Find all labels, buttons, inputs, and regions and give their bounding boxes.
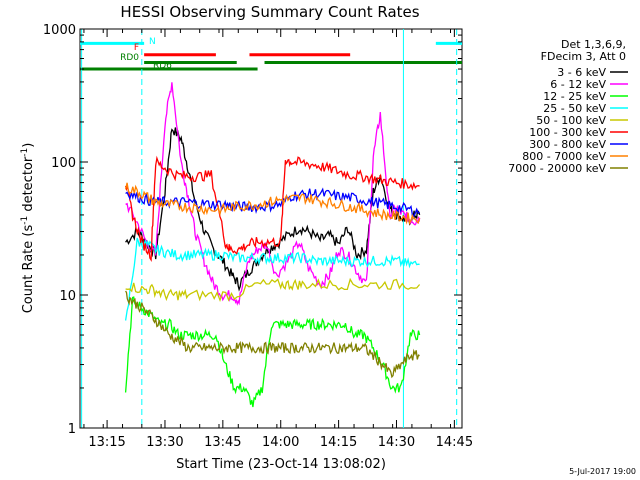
legend-label: 12 - 25 keV — [543, 90, 606, 103]
y-tick-label: 1000 — [43, 23, 76, 38]
y-axis: 1 10 100 1000 — [43, 23, 462, 437]
legend-label: 6 - 12 keV — [550, 78, 606, 91]
y-tick-label: 1 — [68, 422, 76, 437]
series-line — [124, 296, 421, 408]
x-axis-label: Start Time (23-Oct-14 13:08:02) — [176, 457, 386, 472]
legend-label: 300 - 800 keV — [529, 138, 606, 151]
chart-title: HESSI Observing Summary Count Rates — [120, 3, 419, 21]
series-line — [125, 277, 421, 302]
y-axis-label-main: Count Rate (s — [21, 225, 36, 314]
x-tick-label: 14:00 — [262, 435, 299, 450]
legend-label: 25 - 50 keV — [543, 102, 606, 115]
legend-label: 7000 - 20000 keV — [508, 162, 606, 175]
legend-label: 50 - 100 keV — [536, 114, 606, 127]
x-tick-label: 14:30 — [378, 435, 415, 450]
series-line — [125, 82, 421, 306]
series-line — [124, 155, 420, 263]
y-axis-label-end: ) — [21, 143, 36, 148]
y-tick-label: 100 — [51, 156, 76, 171]
series-lines — [124, 82, 421, 408]
series-line — [125, 290, 420, 379]
flag-label: N — [149, 37, 156, 47]
y-axis-label: Count Rate (s-1 detector-1) — [20, 143, 36, 314]
series-line — [124, 182, 421, 226]
x-tick-label: 14:45 — [436, 435, 473, 450]
y-tick-label: 10 — [59, 289, 76, 304]
plot-frame — [79, 28, 463, 429]
legend-header: Det 1,3,6,9, — [561, 38, 626, 51]
x-axis: 13:15 13:30 13:45 14:00 14:15 14:30 14:45 — [83, 29, 473, 450]
flag-label: F — [134, 43, 139, 53]
y-axis-label-mid: detector — [21, 156, 36, 216]
y-axis-label-sup2: -1 — [20, 148, 30, 157]
flag-label: RD0 — [120, 53, 139, 63]
flag-label: RD6 — [153, 61, 172, 71]
legend-header: FDecim 3, Att 0 — [541, 50, 626, 63]
legend-label: 3 - 6 keV — [557, 66, 606, 79]
x-tick-label: 13:15 — [88, 435, 125, 450]
generated-timestamp: 5-Jul-2017 19:00 — [569, 467, 636, 476]
legend-label: 800 - 7000 keV — [522, 150, 606, 163]
x-tick-label: 13:30 — [146, 435, 183, 450]
x-tick-label: 13:45 — [204, 435, 241, 450]
x-tick-label: 14:15 — [320, 435, 357, 450]
legend-label: 100 - 300 keV — [529, 126, 606, 139]
series-line — [124, 237, 420, 321]
y-axis-label-sup1: -1 — [20, 216, 30, 225]
